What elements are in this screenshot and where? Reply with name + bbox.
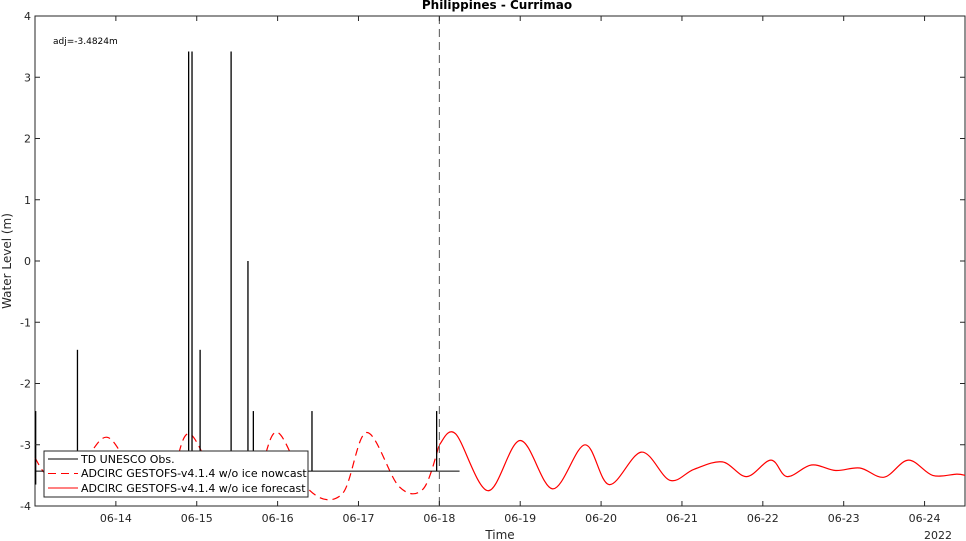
x-tick-label: 06-18 bbox=[423, 512, 455, 525]
y-tick-label: 4 bbox=[24, 10, 31, 23]
plot-frame bbox=[34, 15, 966, 507]
x-axis-label: Time bbox=[484, 528, 514, 541]
legend-label-nowcast: ADCIRC GESTOFS-v4.1.4 w/o ice nowcast bbox=[81, 467, 307, 480]
chart-title: Philippines - Currimao bbox=[422, 0, 572, 12]
y-tick-label: 3 bbox=[24, 71, 31, 84]
forecast-series-line bbox=[438, 431, 966, 492]
legend-label-observations: TD UNESCO Obs. bbox=[80, 453, 175, 466]
y-axis-label: Water Level (m) bbox=[0, 213, 14, 309]
y-tick-label: -3 bbox=[20, 439, 31, 452]
y-tick-label: -4 bbox=[20, 500, 31, 513]
x-tick-label: 06-19 bbox=[504, 512, 536, 525]
legend-label-forecast: ADCIRC GESTOFS-v4.1.4 w/o ice forecast bbox=[81, 482, 306, 495]
y-tick-label: -1 bbox=[20, 316, 31, 329]
y-tick-label: -2 bbox=[20, 378, 31, 391]
x-tick-label: 06-14 bbox=[100, 512, 132, 525]
x-tick-label: 06-16 bbox=[262, 512, 294, 525]
x-tick-label: 06-21 bbox=[666, 512, 698, 525]
legend-box bbox=[43, 450, 309, 498]
year-label: 2022 bbox=[924, 529, 952, 541]
x-tick-label: 06-15 bbox=[181, 512, 213, 525]
x-tick-label: 06-24 bbox=[909, 512, 941, 525]
x-tick-label: 06-17 bbox=[342, 512, 374, 525]
x-tick-label: 06-22 bbox=[747, 512, 779, 525]
y-tick-label: 2 bbox=[24, 133, 31, 146]
x-tick-label: 06-23 bbox=[828, 512, 860, 525]
x-tick-label: 06-20 bbox=[585, 512, 617, 525]
y-axis-ticks: -4 -3 -2 -1 0 1 2 3 4 bbox=[20, 10, 965, 513]
x-axis-ticks: 06-14 06-15 06-16 06-17 06-18 06-19 06-20 06-21… bbox=[100, 16, 941, 525]
adjustment-annotation: adj=-3.4824m bbox=[53, 37, 118, 47]
legend: TD UNESCO Obs. ADCIRC GESTOFS-v4.1.4 w/o… bbox=[43, 450, 309, 498]
y-tick-label: 1 bbox=[24, 194, 31, 207]
y-tick-label: 0 bbox=[24, 255, 31, 268]
